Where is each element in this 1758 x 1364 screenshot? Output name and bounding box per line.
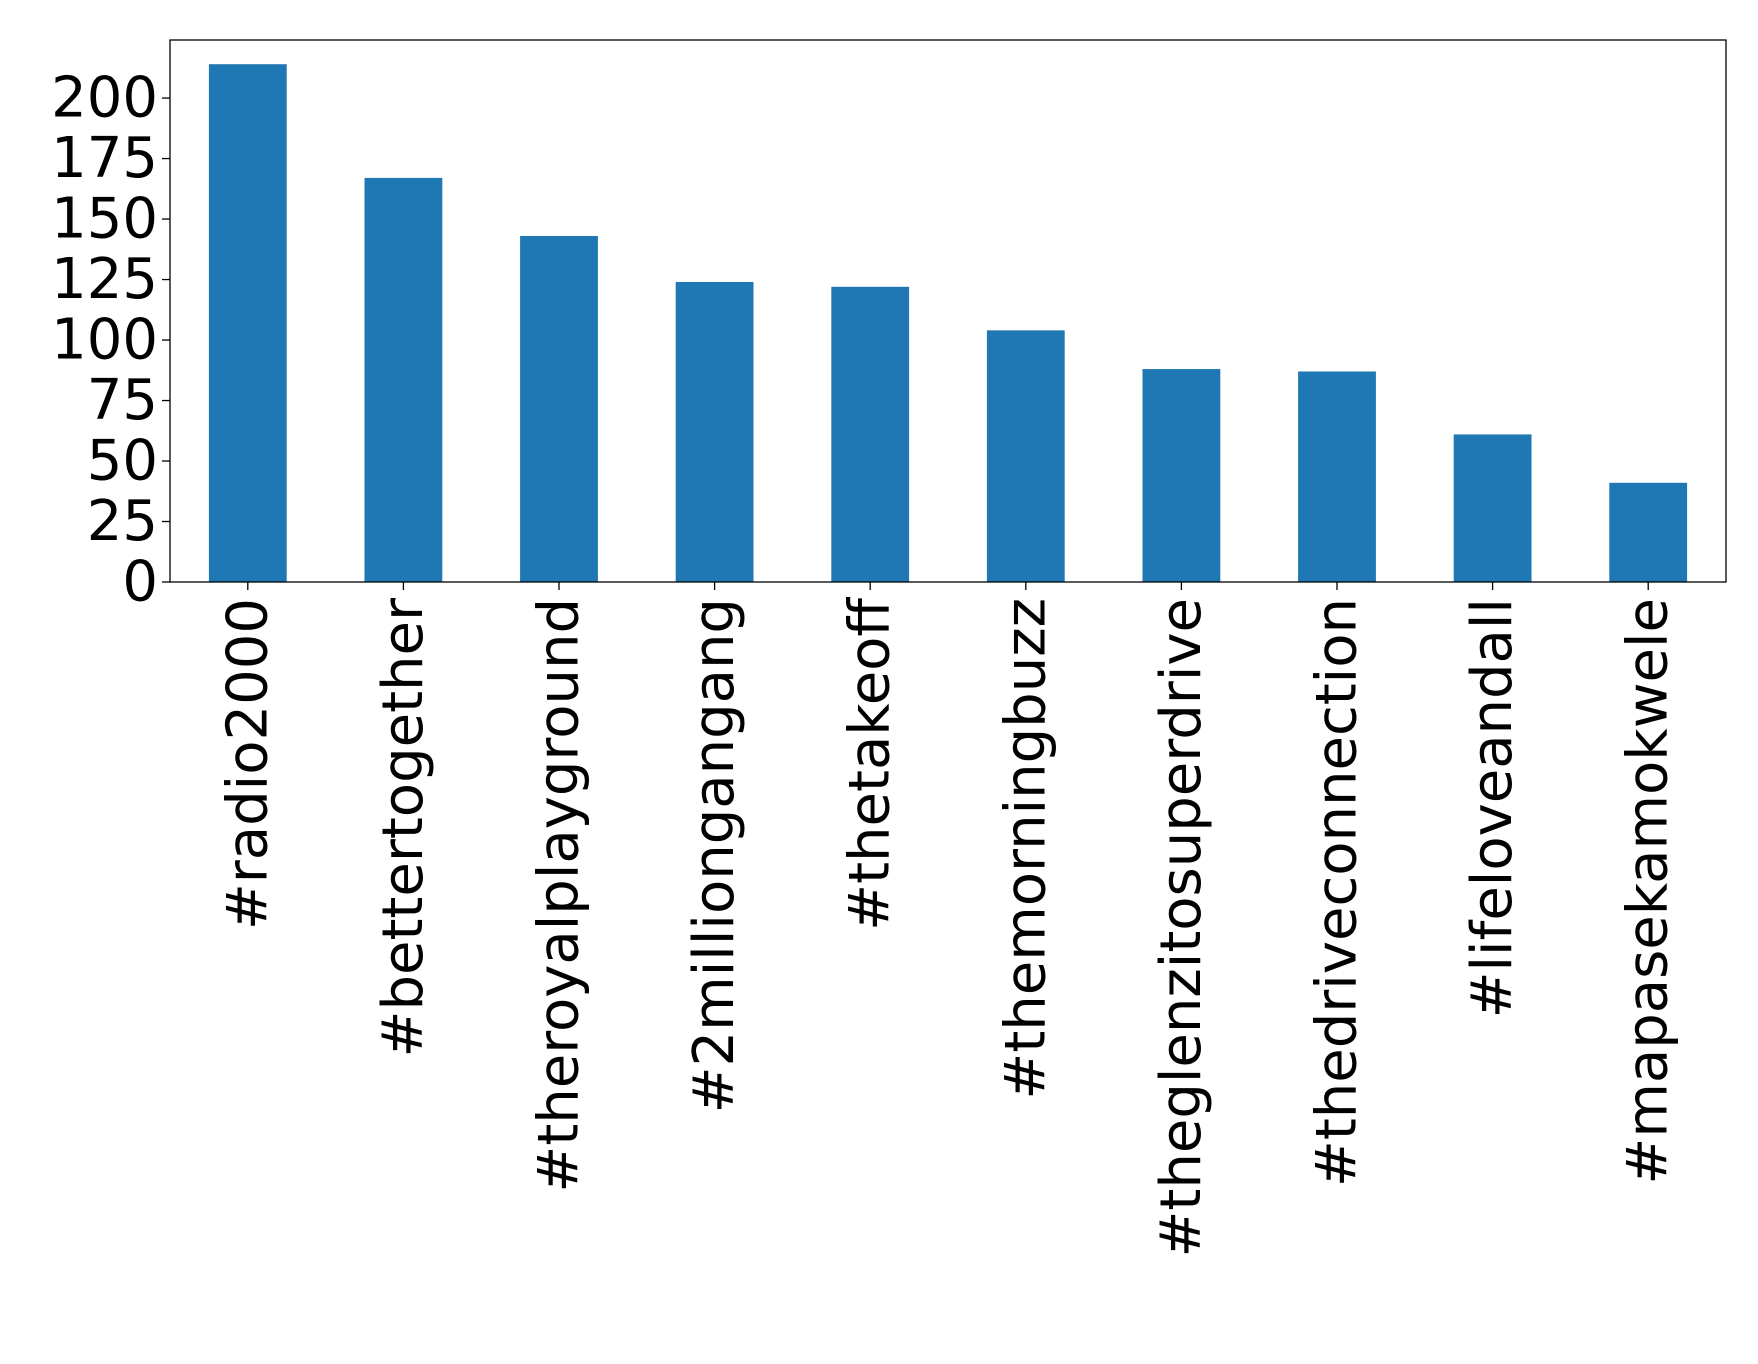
bar-1	[364, 177, 443, 582]
x-tick-label: #2milliongangang	[682, 598, 747, 1113]
x-tick-label: #themorningbuzz	[993, 598, 1058, 1100]
x-axis: #radio2000 #bettertogether #theroyalplaygr…	[215, 582, 1681, 1257]
y-tick-label: 100	[51, 308, 158, 373]
y-tick-label: 50	[87, 429, 158, 494]
x-tick-label: #theroyalplayground	[527, 598, 592, 1193]
x-tick-label: #mapasekamokwele	[1616, 598, 1681, 1185]
x-tick-label: #thetakeoff	[838, 597, 903, 931]
y-tick-label: 125	[51, 247, 158, 312]
bar-8	[1453, 434, 1532, 582]
y-tick-label: 25	[87, 489, 158, 554]
bar-6	[1142, 369, 1221, 582]
plot-frame	[169, 39, 1727, 583]
x-tick-label: #lifeloveandall	[1460, 598, 1525, 1018]
bar-0	[208, 64, 287, 583]
bar-7	[1298, 371, 1376, 582]
y-tick-label: 150	[51, 187, 158, 252]
x-tick-label: #radio2000	[215, 598, 280, 930]
y-tick-label: 200	[51, 66, 158, 131]
x-tick-label: #thedriveconnection	[1305, 598, 1370, 1187]
y-tick-label: 0	[122, 550, 158, 615]
bar-9	[1609, 482, 1688, 582]
bar-2	[520, 235, 598, 582]
y-tick-label: 175	[51, 126, 158, 191]
x-tick-label: #bettertogether	[371, 597, 436, 1057]
bar-3	[675, 281, 754, 582]
y-tick-label: 75	[87, 368, 158, 433]
x-tick-label: #theglenzitosuperdrive	[1149, 598, 1214, 1257]
bar-4	[831, 286, 910, 582]
bar-5	[986, 330, 1065, 582]
bars-group	[208, 64, 1688, 583]
